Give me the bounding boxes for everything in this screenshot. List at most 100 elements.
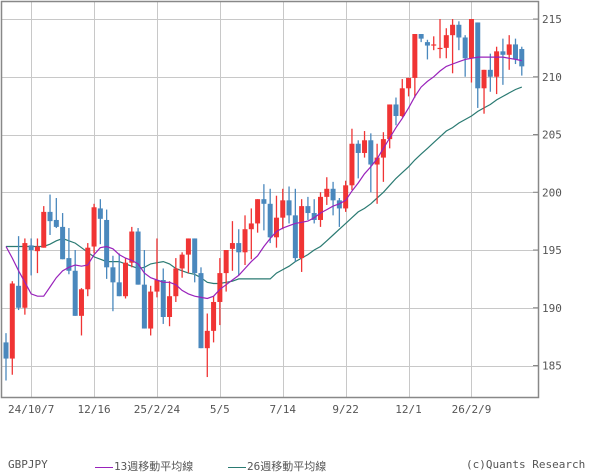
candle-body: [16, 285, 22, 308]
candle-body: [267, 203, 273, 238]
x-tick-label: 7/14: [270, 403, 297, 416]
plot-frame: [0, 0, 540, 399]
candle-body: [22, 243, 28, 308]
candle-body: [311, 213, 317, 220]
candlestick-chart: 185 190 195 200 205 210 215 24/10/7 12/16 25/2/2…: [0, 0, 562, 416]
candle-body: [299, 206, 305, 259]
candle-body: [443, 35, 449, 48]
candle-body: [399, 88, 405, 117]
candle-body: [406, 77, 412, 89]
x-tick-label: 12/16: [77, 403, 110, 416]
candle-body: [368, 140, 374, 165]
x-tick-label: 5/5: [210, 403, 230, 416]
candle-body: [211, 301, 217, 331]
candle-body: [412, 34, 418, 78]
y-tick-label: 205: [542, 129, 562, 142]
candle-body: [286, 200, 292, 216]
legend-ma13: 13週移動平均線: [95, 458, 193, 474]
candle-body: [261, 199, 267, 204]
candle-body: [242, 229, 248, 253]
legend: GBPJPY 13週移動平均線 26週移動平均線 (c)Quants Resea…: [0, 458, 600, 474]
candle-body: [66, 258, 72, 271]
candle-body: [148, 291, 154, 329]
candles: [3, 19, 525, 381]
candle-body: [160, 280, 166, 317]
y-tick-label: 185: [542, 360, 562, 373]
ma26-swatch-icon: [228, 466, 246, 468]
candle-body: [204, 330, 210, 349]
candle-body: [248, 223, 254, 230]
y-tick-label: 200: [542, 186, 562, 199]
candle-body: [217, 273, 223, 302]
candle-body: [34, 246, 40, 252]
candle-body: [330, 188, 336, 201]
x-axis: 24/10/7 12/16 25/2/24 5/5 7/14 9/22 12/1 26/2/9: [8, 403, 491, 416]
candle-body: [387, 104, 393, 140]
candle-body: [450, 24, 456, 36]
x-tick-label: 26/2/9: [452, 403, 492, 416]
ma13-line: [5, 56, 522, 300]
candle-body: [506, 44, 512, 55]
candle-body: [280, 200, 286, 218]
x-tick-label: 9/22: [332, 403, 359, 416]
candle-body: [47, 211, 53, 222]
candle-body: [512, 44, 518, 60]
candle-body: [462, 37, 468, 59]
ma26-line: [6, 86, 523, 285]
candle-body: [167, 296, 173, 317]
candle-body: [154, 280, 160, 292]
candle-body: [3, 342, 9, 359]
candle-body: [424, 42, 430, 46]
candle-body: [173, 268, 179, 297]
candle-body: [236, 243, 242, 253]
candle-body: [223, 250, 229, 274]
y-tick-label: 215: [542, 13, 562, 26]
candle-body: [185, 238, 191, 255]
candle-body: [418, 34, 424, 39]
candle-body: [318, 196, 323, 220]
y-tick-label: 210: [542, 71, 562, 84]
candle-body: [355, 143, 361, 153]
x-tick-label: 24/10/7: [8, 403, 54, 416]
symbol-label: GBPJPY: [8, 458, 48, 471]
candle-body: [273, 217, 279, 238]
candle-body: [374, 157, 380, 165]
candle-body: [324, 188, 330, 197]
ma26-label: 26週移動平均線: [247, 460, 327, 473]
candle-body: [468, 19, 474, 59]
candle-body: [500, 51, 506, 55]
ma13-swatch-icon: [95, 466, 113, 468]
candle-body: [78, 289, 84, 316]
candle-body: [292, 215, 298, 259]
candle-body: [481, 69, 487, 89]
x-tick-label: 25/2/24: [134, 403, 181, 416]
x-tick-label: 12/1: [395, 403, 422, 416]
candle-body: [97, 208, 103, 219]
candle-body: [85, 247, 91, 290]
candle-body: [91, 207, 97, 247]
candle-body: [28, 245, 34, 250]
candle-body: [519, 49, 525, 67]
candle-body: [343, 185, 349, 209]
candle-body: [110, 267, 116, 283]
credit-label: (c)Quants Research: [466, 458, 586, 471]
candle-body: [255, 199, 261, 224]
candle-body: [431, 44, 437, 46]
candle-body: [305, 206, 311, 214]
candle-body: [135, 231, 141, 285]
candle-body: [179, 254, 185, 269]
candle-body: [192, 238, 198, 274]
candle-body: [494, 51, 500, 77]
y-tick-label: 190: [542, 302, 562, 315]
legend-ma26: 26週移動平均線: [228, 458, 326, 474]
y-tick-label: 195: [542, 244, 562, 257]
candle-body: [53, 219, 59, 227]
candle-body: [72, 270, 78, 316]
candle-body: [198, 273, 204, 349]
candle-body: [437, 47, 443, 50]
candle-body: [141, 284, 147, 329]
candle-body: [116, 282, 122, 297]
candle-body: [129, 231, 135, 263]
candle-body: [60, 226, 66, 260]
candle-body: [41, 211, 47, 248]
